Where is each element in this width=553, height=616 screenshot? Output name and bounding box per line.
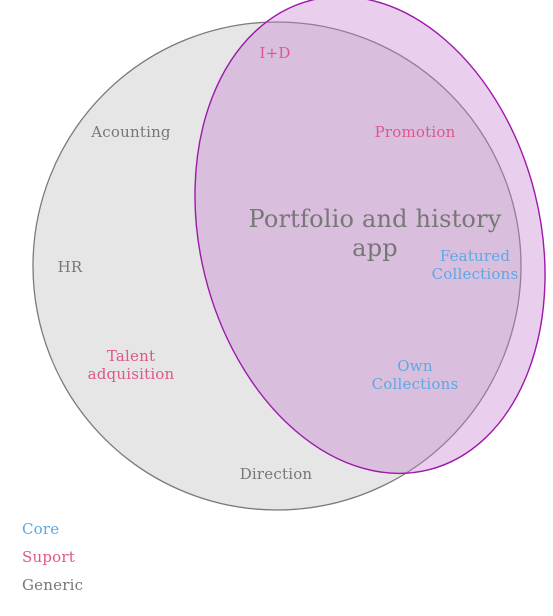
label-talent-line-1: Talent <box>106 347 156 365</box>
label-own-collections: Own Collections <box>372 357 459 393</box>
label-hr: HR <box>57 258 83 276</box>
legend-suport: Suport <box>22 548 75 566</box>
app-title-line-1: Portfolio and history <box>248 205 502 233</box>
label-featured-line-1: Featured <box>439 247 511 265</box>
label-own-line-2: Collections <box>371 375 459 393</box>
domain-circle <box>32 21 522 511</box>
label-i-d: I+D <box>259 44 291 62</box>
label-featured-collections: Featured Collections <box>432 247 519 283</box>
app-title-line-2: app <box>352 233 398 262</box>
label-own-line-1: Own <box>397 357 433 375</box>
legend-generic: Generic <box>22 576 84 594</box>
app-title: Portfolio and history app <box>248 205 501 263</box>
label-promotion: Promotion <box>374 123 456 141</box>
label-talent-line-2: adquisition <box>87 365 175 383</box>
label-direction: Direction <box>239 465 313 483</box>
app-ellipse <box>194 0 546 475</box>
label-featured-line-2: Collections <box>431 265 519 283</box>
legend-core: Core <box>22 520 60 538</box>
label-talent-adquisition: Talent adquisition <box>88 347 175 383</box>
label-acounting: Acounting <box>91 123 171 141</box>
